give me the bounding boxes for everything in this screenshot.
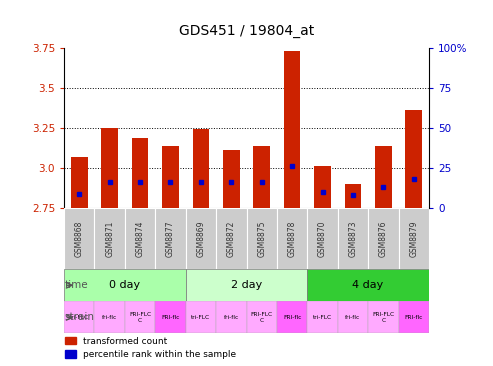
FancyBboxPatch shape xyxy=(307,301,338,333)
Bar xyxy=(132,138,148,208)
Bar xyxy=(253,146,270,208)
FancyBboxPatch shape xyxy=(307,269,429,301)
Text: FRI-flc: FRI-flc xyxy=(161,315,179,320)
Text: tri-FLC: tri-FLC xyxy=(313,315,332,320)
Text: GSM8874: GSM8874 xyxy=(136,220,144,257)
Text: 4 day: 4 day xyxy=(352,280,384,290)
FancyBboxPatch shape xyxy=(216,301,246,333)
Text: GSM8872: GSM8872 xyxy=(227,220,236,257)
FancyBboxPatch shape xyxy=(246,208,277,269)
Text: FRI-flc: FRI-flc xyxy=(405,315,423,320)
Text: 0 day: 0 day xyxy=(109,280,141,290)
Text: GSM8869: GSM8869 xyxy=(196,220,206,257)
FancyBboxPatch shape xyxy=(95,208,125,269)
FancyBboxPatch shape xyxy=(216,208,246,269)
FancyBboxPatch shape xyxy=(368,208,398,269)
Text: FRI-FLC
C: FRI-FLC C xyxy=(372,312,394,323)
Text: fri-flc: fri-flc xyxy=(224,315,239,320)
Text: FRI-FLC
C: FRI-FLC C xyxy=(129,312,151,323)
Bar xyxy=(71,157,88,208)
FancyBboxPatch shape xyxy=(64,301,95,333)
FancyBboxPatch shape xyxy=(125,301,155,333)
Bar xyxy=(162,146,179,208)
Text: fri-flc: fri-flc xyxy=(102,315,117,320)
FancyBboxPatch shape xyxy=(64,208,95,269)
Bar xyxy=(284,51,300,208)
FancyBboxPatch shape xyxy=(277,301,307,333)
Text: GSM8870: GSM8870 xyxy=(318,220,327,257)
Text: time: time xyxy=(65,280,88,290)
FancyBboxPatch shape xyxy=(95,301,125,333)
Text: GSM8879: GSM8879 xyxy=(409,220,418,257)
FancyBboxPatch shape xyxy=(338,208,368,269)
FancyBboxPatch shape xyxy=(368,301,398,333)
Text: fri-flc: fri-flc xyxy=(345,315,360,320)
Text: tri-FLC: tri-FLC xyxy=(70,315,89,320)
FancyBboxPatch shape xyxy=(155,208,186,269)
Text: GSM8873: GSM8873 xyxy=(349,220,357,257)
Text: GSM8875: GSM8875 xyxy=(257,220,266,257)
FancyBboxPatch shape xyxy=(125,208,155,269)
Bar xyxy=(345,184,361,208)
Bar xyxy=(314,167,331,208)
Text: GSM8877: GSM8877 xyxy=(166,220,175,257)
Text: GSM8871: GSM8871 xyxy=(105,220,114,257)
FancyBboxPatch shape xyxy=(307,208,338,269)
Text: GSM8868: GSM8868 xyxy=(75,220,84,257)
FancyBboxPatch shape xyxy=(338,301,368,333)
Bar xyxy=(102,128,118,208)
Text: 2 day: 2 day xyxy=(231,280,262,290)
FancyBboxPatch shape xyxy=(186,208,216,269)
FancyBboxPatch shape xyxy=(246,301,277,333)
Bar xyxy=(375,146,391,208)
FancyBboxPatch shape xyxy=(186,301,216,333)
Bar xyxy=(223,150,240,208)
FancyBboxPatch shape xyxy=(155,301,186,333)
Text: FRI-flc: FRI-flc xyxy=(283,315,301,320)
Text: GSM8876: GSM8876 xyxy=(379,220,388,257)
FancyBboxPatch shape xyxy=(186,269,307,301)
Text: GDS451 / 19804_at: GDS451 / 19804_at xyxy=(179,25,314,38)
Text: strain: strain xyxy=(65,312,94,322)
Bar xyxy=(193,130,209,208)
FancyBboxPatch shape xyxy=(398,301,429,333)
Text: FRI-FLC
C: FRI-FLC C xyxy=(250,312,273,323)
Legend: transformed count, percentile rank within the sample: transformed count, percentile rank withi… xyxy=(65,337,236,359)
FancyBboxPatch shape xyxy=(277,208,307,269)
Bar xyxy=(405,110,422,208)
FancyBboxPatch shape xyxy=(64,269,186,301)
FancyBboxPatch shape xyxy=(398,208,429,269)
Text: GSM8878: GSM8878 xyxy=(287,220,297,257)
Text: tri-FLC: tri-FLC xyxy=(191,315,211,320)
